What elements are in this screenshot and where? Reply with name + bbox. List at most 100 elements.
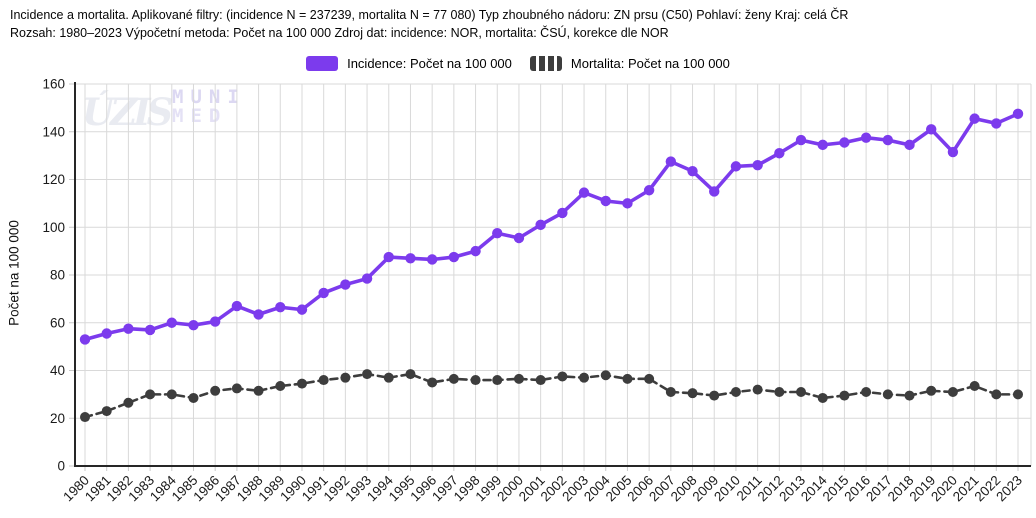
point-incidence-1983[interactable] [144,324,156,336]
incidence-legend-swatch-icon [306,56,339,71]
point-incidence-2007[interactable] [665,156,677,167]
point-mortalita-1991[interactable] [318,375,329,386]
point-incidence-2005[interactable] [622,198,633,209]
point-mortalita-1983[interactable] [145,389,156,400]
legend-item-incidence[interactable]: Incidence: Počet na 100 000 [306,56,512,71]
point-incidence-2002[interactable] [557,207,568,219]
point-mortalita-2023[interactable] [1013,389,1023,400]
point-mortalita-1990[interactable] [296,378,307,389]
point-incidence-1984[interactable] [166,317,177,328]
point-incidence-2012[interactable] [774,148,785,159]
point-incidence-1995[interactable] [405,253,416,264]
point-incidence-1985[interactable] [188,319,199,331]
point-mortalita-2016[interactable] [861,386,872,397]
point-mortalita-1997[interactable] [448,373,459,384]
point-mortalita-2004[interactable] [600,370,611,381]
point-incidence-1997[interactable] [448,251,460,263]
point-incidence-1996[interactable] [426,254,438,265]
point-incidence-1999[interactable] [492,228,503,239]
y-tick-label-140: 140 [42,124,65,139]
point-incidence-1991[interactable] [318,287,329,299]
point-incidence-2009[interactable] [709,186,720,197]
point-mortalita-1992[interactable] [340,372,351,383]
point-mortalita-2006[interactable] [644,373,655,384]
mortalita-line [83,372,1020,419]
point-incidence-1986[interactable] [209,316,221,327]
point-mortalita-2013[interactable] [796,386,807,397]
point-mortalita-2020[interactable] [947,386,958,397]
point-mortalita-1993[interactable] [362,369,373,380]
point-incidence-1994[interactable] [383,251,394,263]
point-incidence-2015[interactable] [839,137,850,148]
point-mortalita-2009[interactable] [709,390,720,401]
point-incidence-2008[interactable] [687,165,698,177]
point-incidence-1988[interactable] [253,309,264,320]
point-mortalita-1995[interactable] [405,369,416,380]
point-mortalita-1999[interactable] [492,375,503,386]
point-mortalita-1994[interactable] [383,372,394,383]
point-incidence-2011[interactable] [752,159,763,171]
point-incidence-2004[interactable] [600,195,611,207]
point-incidence-2014[interactable] [817,139,828,151]
point-mortalita-2010[interactable] [730,386,741,397]
point-mortalita-2005[interactable] [622,373,633,384]
point-mortalita-2002[interactable] [557,371,568,382]
point-mortalita-1981[interactable] [101,406,112,417]
point-mortalita-2019[interactable] [926,385,937,396]
y-tick-label-80: 80 [50,268,65,283]
point-incidence-1989[interactable] [275,302,286,313]
point-incidence-2003[interactable] [578,187,590,198]
point-mortalita-1987[interactable] [231,383,242,394]
point-mortalita-2011[interactable] [752,384,763,395]
point-mortalita-1984[interactable] [166,389,177,400]
point-mortalita-2012[interactable] [774,386,785,397]
point-mortalita-1980[interactable] [80,412,90,423]
point-incidence-2013[interactable] [795,134,807,146]
point-mortalita-1986[interactable] [210,385,221,396]
point-incidence-1981[interactable] [101,328,112,339]
point-mortalita-1982[interactable] [123,397,134,408]
point-incidence-1987[interactable] [231,300,243,312]
point-incidence-1990[interactable] [296,304,308,315]
point-incidence-1992[interactable] [340,279,351,290]
point-mortalita-2000[interactable] [513,373,524,384]
point-incidence-2018[interactable] [904,139,915,151]
point-mortalita-1988[interactable] [253,385,264,396]
point-incidence-2020[interactable] [947,146,959,158]
point-incidence-1980[interactable] [79,334,91,345]
legend-item-mortalita[interactable]: Mortalita: Počet na 100 000 [529,56,730,71]
point-incidence-2022[interactable] [991,118,1002,129]
point-incidence-2017[interactable] [882,134,894,146]
point-mortalita-1996[interactable] [427,377,438,388]
point-incidence-2021[interactable] [969,113,980,124]
point-mortalita-2014[interactable] [817,392,828,403]
point-incidence-2010[interactable] [730,161,742,172]
point-mortalita-2018[interactable] [904,390,915,401]
point-mortalita-2007[interactable] [665,386,676,397]
point-mortalita-2017[interactable] [882,389,893,400]
point-mortalita-2021[interactable] [969,381,980,392]
point-mortalita-2022[interactable] [991,389,1002,400]
point-incidence-1993[interactable] [361,273,373,284]
point-incidence-2019[interactable] [926,124,937,135]
x-tick-label-2023: 2023 [993,473,1025,505]
point-incidence-2000[interactable] [513,232,525,244]
point-mortalita-2008[interactable] [687,388,698,399]
point-mortalita-2003[interactable] [579,372,590,383]
point-mortalita-1998[interactable] [470,375,481,386]
point-incidence-1998[interactable] [470,245,481,257]
point-mortalita-2015[interactable] [839,390,850,401]
point-incidence-2006[interactable] [643,185,655,196]
point-mortalita-2001[interactable] [535,375,546,386]
uzis-logo-watermark: ÚZIS [82,90,173,134]
point-incidence-1982[interactable] [123,323,134,334]
point-mortalita-1985[interactable] [188,392,199,403]
header-line2: Rozsah: 1980–2023 Výpočetní metoda: Poče… [10,26,669,40]
y-tick-label-120: 120 [42,172,65,187]
point-incidence-2023[interactable] [1012,108,1024,120]
point-incidence-2016[interactable] [860,132,872,143]
point-incidence-2001[interactable] [535,219,546,231]
point-mortalita-1989[interactable] [275,381,286,392]
